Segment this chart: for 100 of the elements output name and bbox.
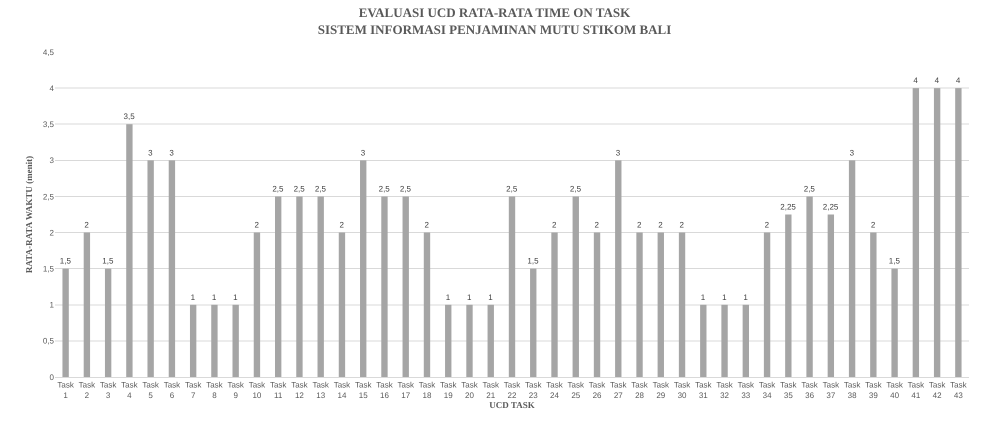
chart-title: EVALUASI UCD RATA-RATA TIME ON TASK SISTEM INFORMASI PENJAMINAN MUTU STIKOM BALI	[318, 5, 672, 37]
bar	[254, 232, 260, 377]
data-label: 2	[339, 220, 344, 230]
data-label: 4	[913, 76, 918, 86]
x-tick-label: Task 27	[610, 380, 628, 400]
bar	[572, 196, 579, 377]
bar	[232, 304, 239, 377]
bar	[912, 88, 920, 377]
bar	[848, 160, 856, 377]
y-tick-label: 3,5	[42, 120, 55, 130]
data-label: 2	[764, 220, 770, 230]
data-label: 2	[254, 220, 260, 230]
bar	[360, 160, 366, 377]
x-tick-label: Task 26	[588, 380, 606, 400]
data-label: 2,25	[822, 202, 839, 212]
bar	[955, 88, 962, 377]
x-tick-label: Task 11	[270, 380, 288, 400]
bar	[594, 232, 600, 377]
y-tick-label: 2	[50, 228, 55, 238]
bar	[168, 160, 176, 377]
x-tick-label: Task 7	[184, 380, 202, 400]
data-label: 1	[488, 292, 494, 302]
bar	[636, 232, 643, 377]
y-tick-label: 4,5	[42, 48, 55, 57]
x-tick-label: Task 39	[865, 380, 883, 400]
bar	[615, 160, 622, 377]
bar	[658, 232, 664, 377]
data-label: 2,5	[314, 184, 327, 194]
y-tick-label: 1	[50, 300, 55, 310]
bar	[891, 268, 898, 377]
x-tick-label: Task 9	[227, 380, 245, 400]
data-label: 1	[700, 292, 706, 302]
x-tick-label: Task 37	[822, 380, 840, 400]
bar	[147, 160, 154, 377]
data-label: 1,5	[527, 256, 540, 266]
data-label: 1	[722, 292, 728, 302]
x-tick-label: Task 14	[334, 380, 352, 400]
data-label: 2,5	[804, 184, 816, 194]
data-label: 2,5	[400, 184, 412, 194]
bar	[508, 196, 516, 377]
bar	[466, 304, 473, 377]
bar	[678, 232, 686, 377]
x-tick-label: Task 30	[674, 380, 692, 400]
bar	[530, 268, 536, 377]
x-tick-label: Task 31	[695, 380, 713, 400]
data-label: 4	[956, 76, 961, 86]
x-axis-title: UCD TASK	[489, 400, 535, 410]
data-label: 3,5	[124, 112, 136, 122]
bar	[424, 232, 430, 377]
data-label: 1	[446, 292, 451, 302]
bar	[104, 268, 112, 377]
y-tick-label: 0	[50, 372, 55, 382]
bar	[84, 232, 90, 377]
y-tick-label: 2,5	[42, 192, 55, 202]
data-label: 1	[743, 292, 748, 302]
x-tick-label: Task 40	[886, 380, 904, 400]
data-label: 2	[637, 220, 642, 230]
x-tick-label: Task 15	[354, 380, 372, 400]
data-label: 3	[850, 148, 855, 158]
data-label: 2	[680, 220, 685, 230]
data-label: 1	[466, 292, 472, 302]
data-label: 3	[616, 148, 621, 158]
x-tick-label: Task 29	[652, 380, 670, 400]
x-tick-label: Task 38	[844, 380, 862, 400]
y-tick-label: 4	[50, 84, 55, 93]
data-label: 2	[84, 220, 90, 230]
bar	[190, 304, 196, 377]
bar	[318, 196, 324, 377]
x-tick-label: Task 34	[758, 380, 776, 400]
x-tick-label: Task 10	[248, 380, 266, 400]
x-tick-label: Task 5	[142, 380, 160, 400]
data-label: 2	[870, 220, 876, 230]
x-tick-label: Task 8	[206, 380, 224, 400]
x-tick-label: Task 6	[164, 380, 182, 400]
data-label: 1	[212, 292, 217, 302]
x-tick-label: Task 24	[546, 380, 564, 400]
data-label: 2,5	[506, 184, 518, 194]
x-tick-label: Task 25	[568, 380, 585, 400]
x-tick-label: Task 2	[78, 380, 96, 400]
bar	[402, 196, 409, 377]
x-tick-label: Task 1	[57, 380, 75, 400]
x-tick-label: Task 17	[397, 380, 415, 400]
bar	[742, 304, 749, 377]
x-tick-label: Task 19	[440, 380, 458, 400]
bar	[806, 196, 813, 377]
x-tick-label: Task 13	[312, 380, 330, 400]
x-tick-label: Task 33	[738, 380, 756, 400]
data-label: 2,5	[272, 184, 284, 194]
bar	[870, 232, 877, 377]
bar	[721, 304, 728, 377]
y-axis-title: RATA-RATA WAKTU (menit)	[24, 156, 34, 274]
bar	[296, 196, 303, 377]
bar	[551, 232, 558, 377]
y-tick-label: 0,5	[42, 336, 55, 346]
x-tick-label: Task 12	[291, 380, 309, 400]
data-label: 2,5	[294, 184, 306, 194]
bar	[338, 232, 346, 377]
bar	[445, 304, 452, 377]
data-label: 3	[360, 148, 366, 158]
x-tick-label: Task 23	[525, 380, 542, 400]
